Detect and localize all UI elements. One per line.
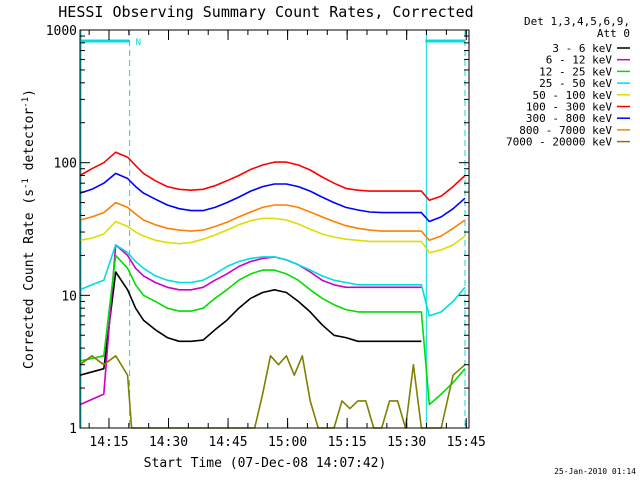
- series-line-5: [79, 217, 466, 254]
- y-axis-label-exp2: -1: [21, 97, 31, 108]
- x-tick-label: 14:30: [149, 435, 188, 450]
- x-tick-label: 14:45: [208, 435, 247, 450]
- legend-entry-label: 100 - 300 keV: [526, 101, 612, 114]
- x-tick-label: 14:15: [89, 435, 128, 450]
- y-axis-label-exp1: -1: [21, 178, 31, 189]
- y-axis: 1 10 100 1000: [46, 24, 469, 437]
- y-axis-label-end: ): [22, 89, 37, 97]
- x-tick-label: 15:30: [387, 435, 426, 450]
- legend-entry-label: 50 - 100 keV: [533, 89, 613, 102]
- legend-header-line-1: Det 1,3,4,5,6,9,: [524, 15, 630, 28]
- legend-header-line-2: Att 0: [597, 27, 630, 40]
- y-tick-label: 1000: [46, 24, 77, 39]
- y-axis-label: Corrected Count Rate (s-1 detector-1): [21, 89, 37, 369]
- legend-entry-label: 12 - 25 keV: [539, 65, 612, 78]
- legend-entry-label: 7000 - 20000 keV: [506, 136, 612, 149]
- date-stamp: 25-Jan-2010 01:14: [554, 467, 636, 476]
- series-line-2: [79, 244, 422, 406]
- legend-entry-label: 800 - 7000 keV: [519, 124, 612, 137]
- plot-frame: [79, 29, 470, 429]
- y-tick-label: 1: [69, 422, 77, 437]
- y-axis-label-main: Corrected Count Rate (s: [22, 189, 37, 369]
- series-line-3: [79, 254, 466, 406]
- y-tick-label: 10: [61, 289, 77, 304]
- legend-entry-label: 25 - 50 keV: [539, 77, 612, 90]
- series-line-8: [79, 201, 466, 242]
- x-axis: 14:15 14:30 14:45 15:00 15:15 15:30 15:45: [88, 30, 486, 450]
- legend-entry-label: 3 - 6 keV: [552, 42, 612, 55]
- y-axis-label-mid: detector: [22, 108, 37, 179]
- legend-entry-label: 6 - 12 keV: [546, 54, 613, 67]
- series-line-4: [79, 244, 466, 317]
- series-line-1: [79, 271, 422, 376]
- series-line-6: [79, 151, 466, 202]
- x-tick-label: 15:15: [328, 435, 367, 450]
- x-tick-label: 15:45: [447, 435, 486, 450]
- series-line-7: [79, 172, 466, 223]
- x-tick-label: 15:00: [268, 435, 307, 450]
- y-tick-label: 100: [54, 157, 77, 172]
- legend-entry-label: 300 - 800 keV: [526, 112, 612, 125]
- series-group: [79, 151, 466, 429]
- plot-area: N 1 10 100 1000 14:15 14:30 14:45 15:00 15:15 15…: [46, 24, 486, 450]
- x-axis-label: Start Time (07-Dec-08 14:07:42): [144, 456, 387, 471]
- chart-title: HESSI Observing Summary Count Rates, Cor…: [58, 3, 473, 21]
- night-marker-label: N: [136, 38, 141, 48]
